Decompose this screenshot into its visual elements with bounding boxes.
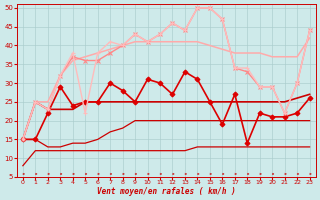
X-axis label: Vent moyen/en rafales ( km/h ): Vent moyen/en rafales ( km/h ) [97,187,236,196]
